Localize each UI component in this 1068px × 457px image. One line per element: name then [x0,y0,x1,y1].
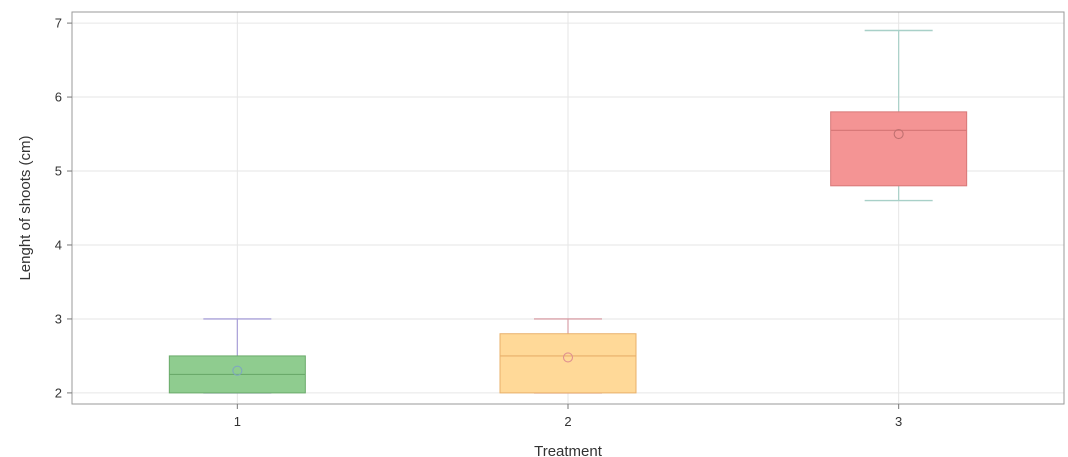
box-2 [499,318,637,394]
mean-marker [562,352,574,363]
y-tick-label: 4 [55,237,62,252]
box-3 [830,29,968,202]
y-tick-label: 2 [55,385,62,400]
box-1 [168,318,306,394]
mean-marker [232,365,243,376]
x-tick-label: 1 [234,414,241,429]
y-tick-label: 3 [55,311,62,326]
mean-marker [893,128,904,140]
x-axis-ticks: 1 2 3 [234,404,902,429]
iqr-box [499,333,637,394]
x-axis-title: Treatment [534,443,603,457]
y-tick-label: 6 [55,90,62,105]
y-tick-label: 7 [55,16,62,31]
y-tick-label: 5 [55,164,62,179]
iqr-box [830,111,968,187]
boxes [168,29,968,394]
x-tick-label: 3 [895,414,902,429]
y-axis-ticks: 2 3 4 5 6 7 [55,16,72,400]
x-tick-label: 2 [564,414,571,429]
y-axis-title: Lenght of shoots (cm) [17,135,34,280]
